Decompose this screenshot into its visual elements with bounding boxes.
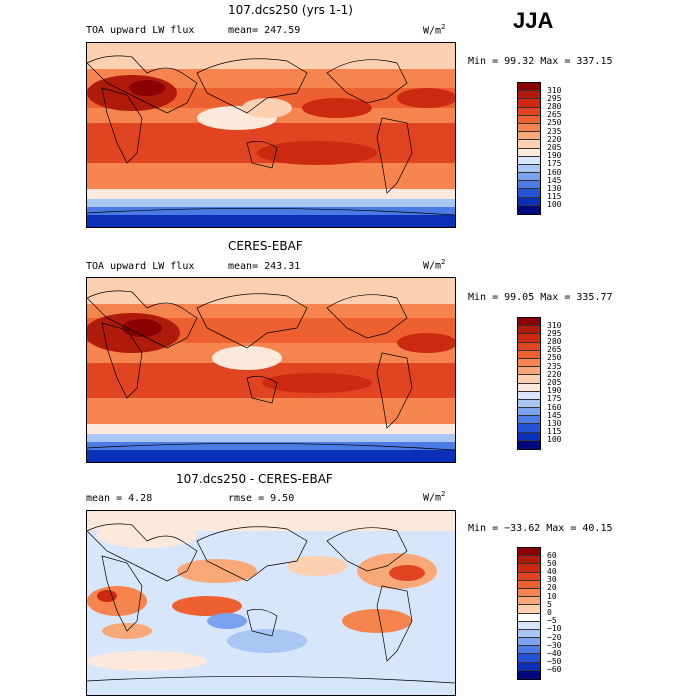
panel2-cb-label: 265 [547,345,562,354]
panel3-cb-label: −10 [547,624,562,633]
panel1-cb-label: 280 [547,102,562,111]
panel1-cb-label: 220 [547,135,562,144]
panel2-colorbar [517,317,541,450]
panel1-colorbar [517,82,541,215]
panel1-cb-label: 175 [547,159,562,168]
panel3-cb-label: −40 [547,649,562,658]
panel3-cb-label: 60 [547,551,557,560]
panel2-cb-label: 115 [547,427,562,436]
panel1-cb-label: 100 [547,200,562,209]
season-label: JJA [513,8,554,33]
panel3-units: W/m2 [423,490,446,504]
panel1-mean: mean= 247.59 [228,25,301,36]
panel3-title: 107.dcs250 - CERES-EBAF [176,472,333,486]
panel2-cb-label: 145 [547,411,562,420]
panel2-mean: mean= 243.31 [228,261,301,272]
panel3-cb-label: 0 [547,608,552,617]
panel3-cb-label: −50 [547,657,562,666]
panel2-units: W/m2 [423,258,446,272]
panel3-cb-label: −5 [547,616,557,625]
panel2-cb-label: 190 [547,386,562,395]
panel1-cb-label: 250 [547,118,562,127]
panel3-cb-label: 10 [547,592,557,601]
panel3-minmax: Min = −33.62 Max = 40.15 [468,523,613,534]
panel3-rmse: rmse = 9.50 [228,493,295,504]
panel3-cb-label: −60 [547,665,562,674]
panel2-minmax: Min = 99.05 Max = 335.77 [468,292,613,303]
panel2-cb-label: 250 [547,353,562,362]
panel2-cb-label: 235 [547,362,562,371]
panel2-cb-label: 280 [547,337,562,346]
panel3-cb-label: 40 [547,567,557,576]
panel2-variable: TOA upward LW flux [86,261,195,272]
panel2-cb-label: 175 [547,394,562,403]
panel3-cb-label: −20 [547,633,562,642]
panel2-map [86,277,456,463]
panel3-cb-label: −30 [547,641,562,650]
panel3-cb-label: 20 [547,583,557,592]
panel3-colorbar [517,547,541,680]
panel3-cb-label: 5 [547,600,552,609]
panel2-cb-label: 130 [547,419,562,428]
panel1-units: W/m2 [423,23,446,37]
panel2-cb-label: 100 [547,435,562,444]
panel1-cb-label: 295 [547,94,562,103]
panel2-cb-label: 310 [547,321,562,330]
panel2-cb-label: 220 [547,370,562,379]
panel1-cb-label: 115 [547,192,562,201]
panel2-cb-label: 160 [547,403,562,412]
panel1-cb-label: 190 [547,151,562,160]
panel3-mean: mean = 4.28 [86,493,153,504]
panel2-cb-label: 205 [547,378,562,387]
panel1-cb-label: 205 [547,143,562,152]
panel1-cb-label: 160 [547,168,562,177]
panel1-cb-label: 235 [547,127,562,136]
panel1-cb-label: 130 [547,184,562,193]
panel2-cb-label: 295 [547,329,562,338]
panel2-title: CERES-EBAF [228,239,303,253]
panel3-cb-label: 50 [547,559,557,568]
panel1-variable: TOA upward LW flux [86,25,195,36]
panel3-map [86,510,456,696]
panel1-cb-label: 265 [547,110,562,119]
panel1-minmax: Min = 99.32 Max = 337.15 [468,56,613,67]
panel1-map [86,42,456,228]
panel3-cb-label: 30 [547,575,557,584]
panel1-cb-label: 310 [547,86,562,95]
panel1-title: 107.dcs250 (yrs 1-1) [228,3,353,17]
panel1-cb-label: 145 [547,176,562,185]
